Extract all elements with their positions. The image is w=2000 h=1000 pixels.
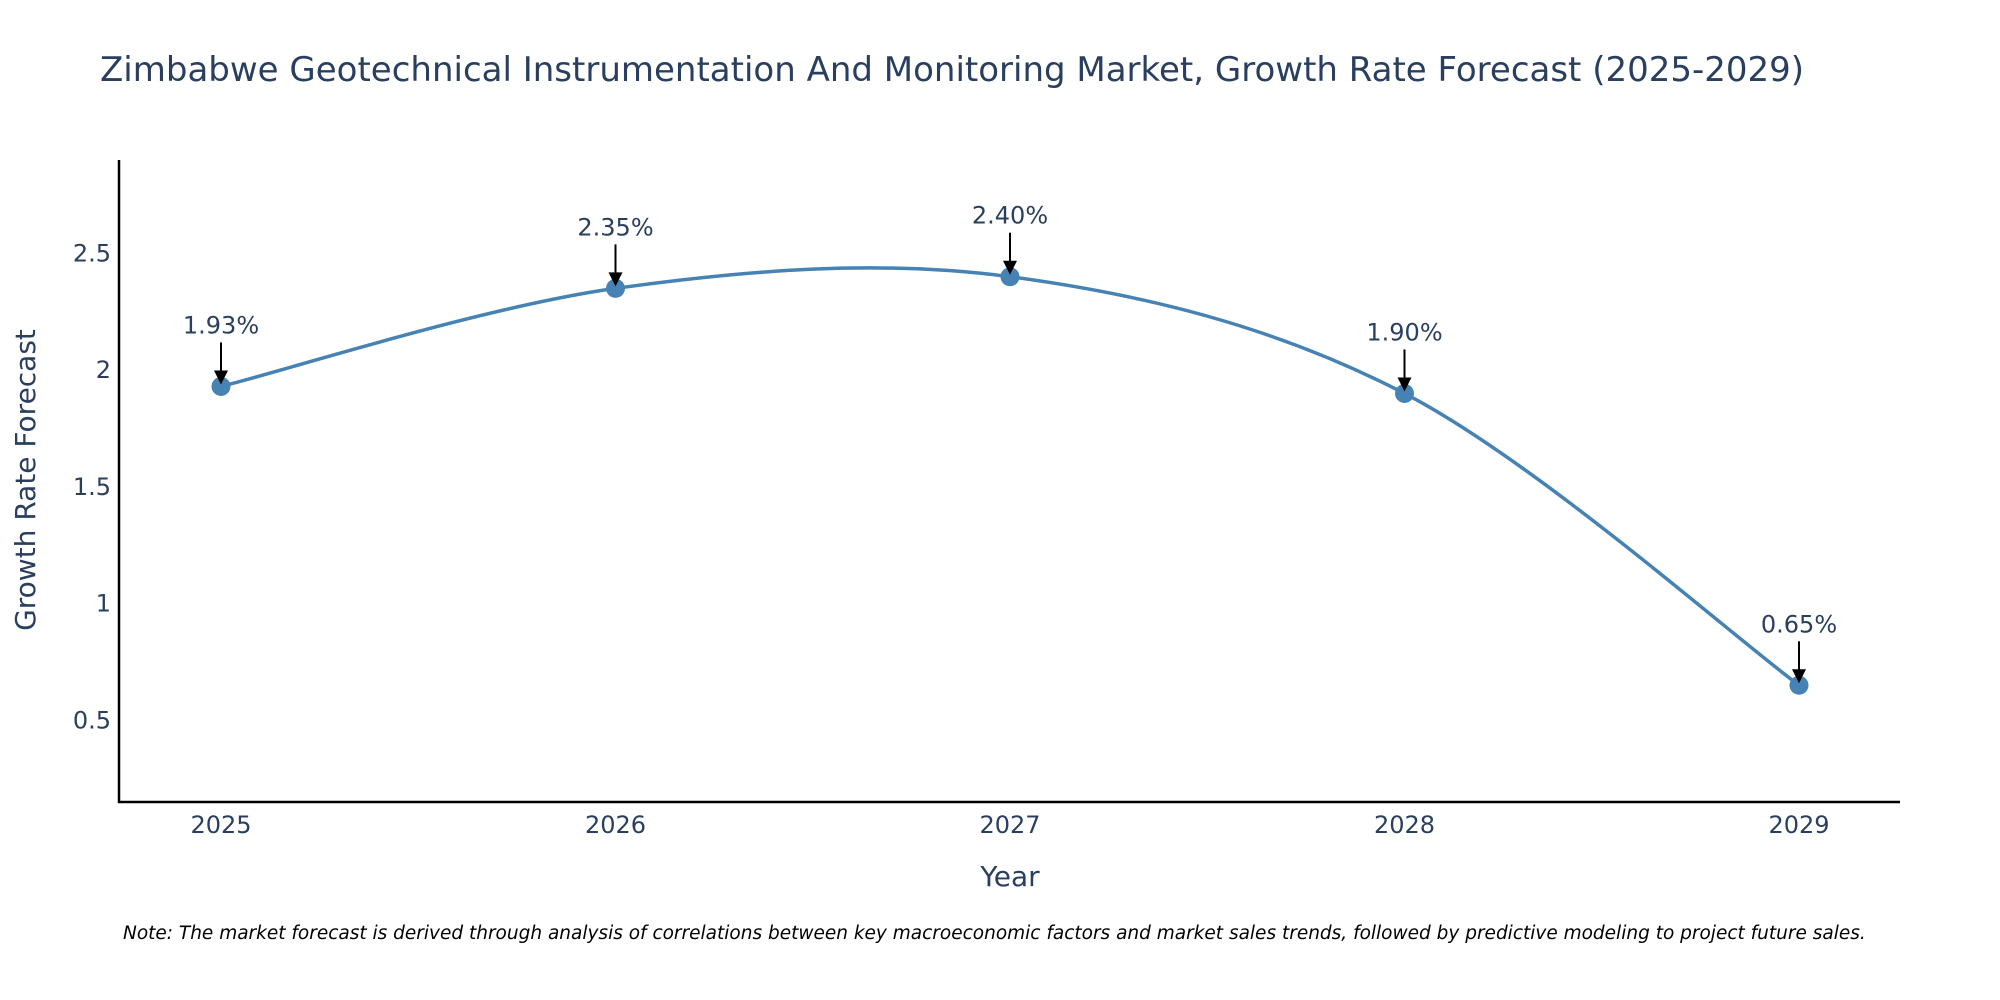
x-tick-label: 2026	[585, 811, 646, 839]
y-axis-ticks: 0.5 1 1.5 2 2.5	[73, 239, 111, 734]
data-point-2027	[1000, 267, 1020, 287]
y-tick-label: 0.5	[73, 706, 111, 734]
data-point-2025	[211, 376, 231, 396]
forecast-note: Note: The market forecast is derived thr…	[123, 923, 1866, 944]
data-point-2026	[606, 278, 625, 298]
growth-rate-line	[220, 266, 1801, 687]
x-tick-label: 2027	[979, 811, 1040, 839]
data-label-2028: 1.90%	[1366, 318, 1442, 346]
x-tick-label: 2029	[1768, 811, 1829, 839]
data-label-2026: 2.35%	[577, 213, 653, 241]
data-label-2027: 2.40%	[972, 202, 1048, 230]
annotation-arrow-head	[608, 272, 623, 287]
y-axis-title: Growth Rate Forecast	[9, 329, 42, 631]
y-tick-label: 1	[96, 590, 111, 618]
x-tick-label: 2028	[1374, 811, 1435, 839]
x-tick-label: 2025	[190, 811, 251, 839]
y-tick-label: 1.5	[73, 473, 111, 501]
data-point-2029	[1789, 675, 1809, 695]
chart-title: Zimbabwe Geotechnical Instrumentation An…	[100, 50, 1804, 90]
data-label-2025: 1.93%	[183, 311, 259, 339]
x-axis-ticks: 2025 2026 2027 2028 2029	[190, 811, 1829, 839]
data-label-annotations: 1.93% 2.35% 2.40% 1.90% 0.65%	[183, 202, 1837, 684]
data-points	[211, 267, 1809, 695]
x-axis-title: Year	[979, 860, 1040, 893]
annotation-arrow-head	[1397, 377, 1412, 392]
y-tick-label: 2	[96, 356, 111, 384]
data-point-2028	[1395, 383, 1414, 403]
annotation-arrow-head	[214, 370, 228, 385]
annotation-arrow-head	[1792, 669, 1806, 684]
annotation-arrow-head	[1003, 260, 1017, 275]
data-label-2029: 0.65%	[1761, 610, 1837, 638]
y-tick-label: 2.5	[73, 239, 111, 267]
